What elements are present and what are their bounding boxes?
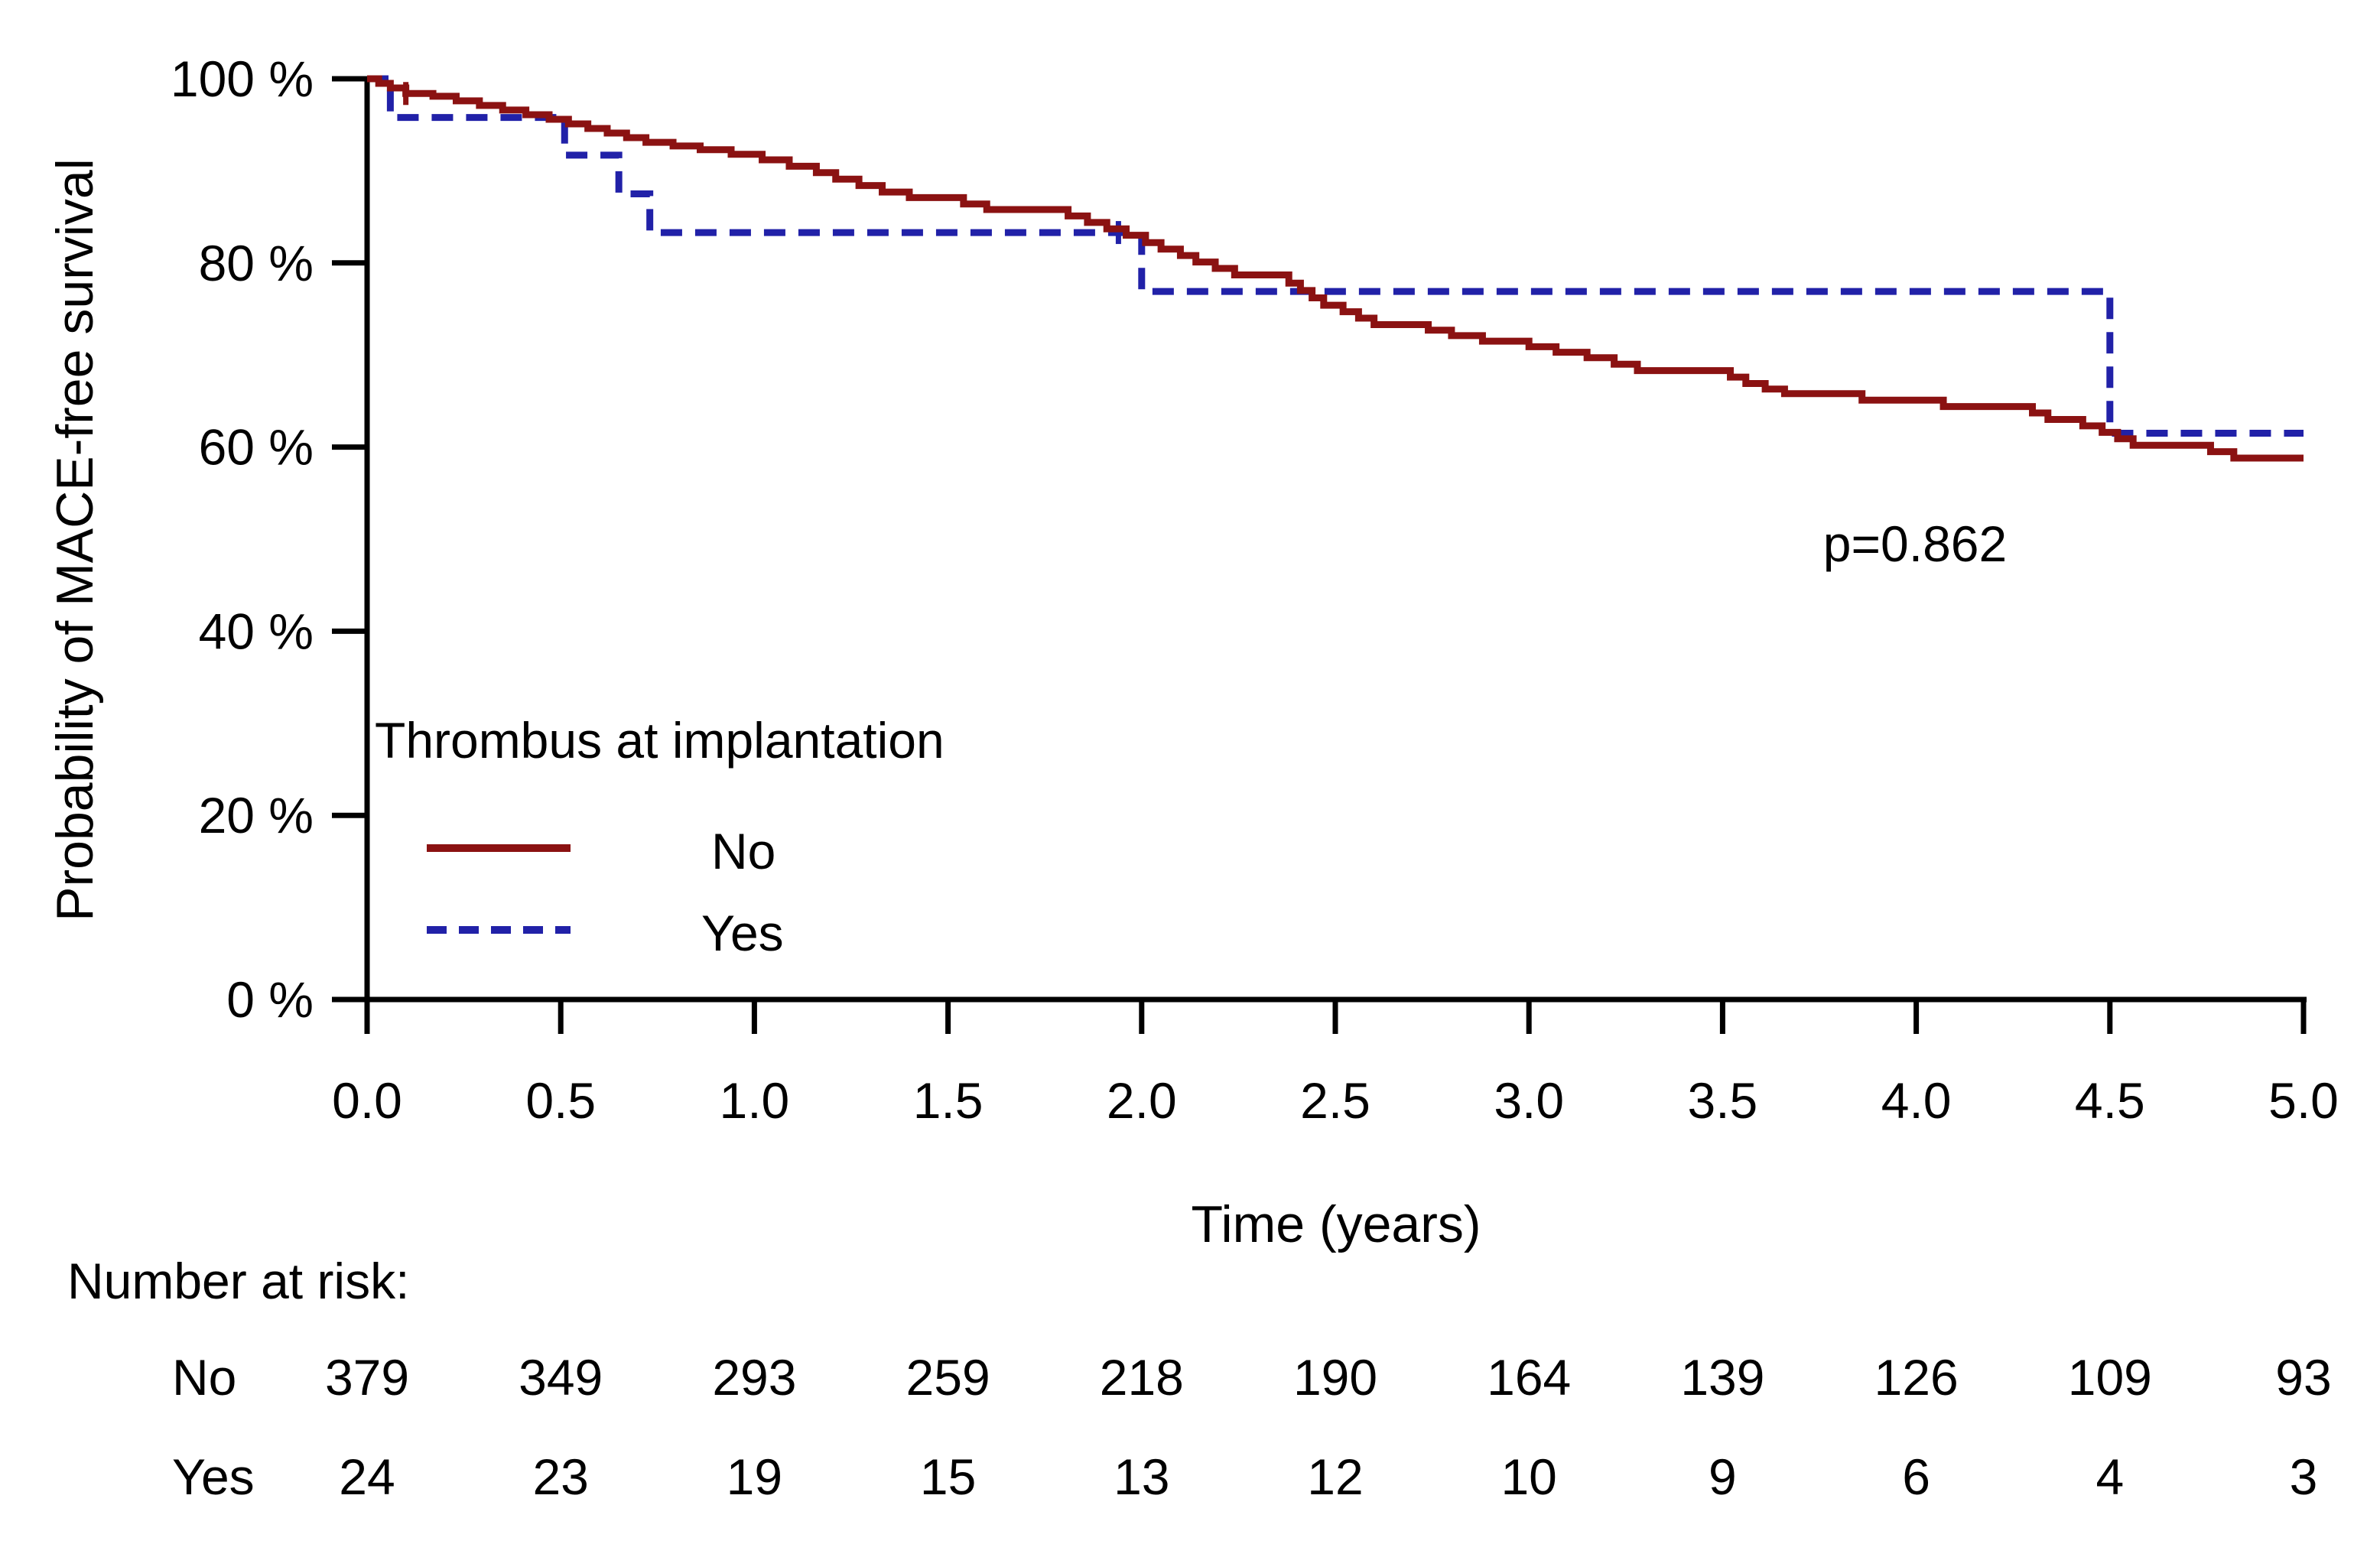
risk-count-no-1.5: 259 xyxy=(906,1349,990,1406)
risk-row-label-no: No xyxy=(172,1349,237,1406)
risk-count-yes-1.0: 19 xyxy=(726,1448,783,1505)
risk-count-no-0.0: 379 xyxy=(324,1349,410,1406)
x-tick-label-1.0: 1.0 xyxy=(720,1072,790,1129)
risk-count-yes-3.0: 10 xyxy=(1501,1448,1557,1505)
risk-count-yes-2.0: 13 xyxy=(1114,1448,1170,1505)
x-tick-label-0.5: 0.5 xyxy=(525,1072,596,1129)
risk-count-no-0.5: 349 xyxy=(519,1349,603,1406)
risk-table-header: Number at risk: xyxy=(67,1253,410,1309)
legend-title: Thrombus at implantation xyxy=(375,712,945,769)
risk-count-no-4.0: 126 xyxy=(1874,1349,1959,1406)
risk-count-yes-3.5: 9 xyxy=(1709,1448,1737,1505)
risk-count-no-2.0: 218 xyxy=(1099,1349,1184,1406)
y-tick-label-0: 0 % xyxy=(226,971,314,1028)
x-tick-label-0.0: 0.0 xyxy=(332,1072,402,1129)
x-tick-label-3.5: 3.5 xyxy=(1688,1072,1758,1129)
y-tick-label-60: 60 % xyxy=(199,419,314,476)
risk-count-no-3.5: 139 xyxy=(1680,1349,1765,1406)
risk-count-yes-4.5: 4 xyxy=(2096,1448,2125,1505)
risk-count-yes-0.0: 24 xyxy=(339,1448,395,1505)
survival-curve-yes xyxy=(367,75,2304,437)
risk-count-no-2.5: 190 xyxy=(1292,1349,1378,1406)
y-axis-title: Probability of MACE-free survival xyxy=(46,158,104,922)
survival-curve-no xyxy=(367,75,2304,462)
x-axis-title: Time (years) xyxy=(1191,1195,1481,1253)
x-tick-label-2.0: 2.0 xyxy=(1107,1072,1177,1129)
legend-label-yes: Yes xyxy=(701,905,784,961)
legend-dashed-line-swatch xyxy=(427,926,571,934)
y-tick-label-40: 40 % xyxy=(199,603,314,659)
risk-count-yes-2.5: 12 xyxy=(1307,1448,1364,1505)
legend-solid-line-swatch xyxy=(427,844,571,852)
risk-row-label-yes: Yes xyxy=(172,1448,255,1505)
risk-count-yes-4.0: 6 xyxy=(1902,1448,1930,1505)
x-tick-label-4.0: 4.0 xyxy=(1881,1072,1952,1129)
risk-count-yes-5.0: 3 xyxy=(2289,1448,2318,1505)
risk-count-no-4.5: 109 xyxy=(2067,1349,2152,1406)
x-tick-label-2.5: 2.5 xyxy=(1300,1072,1370,1129)
y-tick-label-20: 20 % xyxy=(199,787,314,844)
x-tick-label-3.0: 3.0 xyxy=(1494,1072,1564,1129)
risk-count-yes-0.5: 23 xyxy=(532,1448,589,1505)
risk-count-no-3.0: 164 xyxy=(1487,1349,1572,1406)
x-tick-label-4.5: 4.5 xyxy=(2075,1072,2145,1129)
y-tick-label-100: 100 % xyxy=(171,50,314,107)
legend-label-no: No xyxy=(711,823,776,879)
x-tick-label-1.5: 1.5 xyxy=(913,1072,984,1129)
p-value-annotation: p=0.862 xyxy=(1822,515,2008,572)
y-tick-label-80: 80 % xyxy=(199,235,314,291)
risk-count-yes-1.5: 15 xyxy=(919,1448,977,1505)
risk-count-no-5.0: 93 xyxy=(2275,1349,2332,1406)
x-tick-label-5.0: 5.0 xyxy=(2268,1072,2339,1129)
risk-count-no-1.0: 293 xyxy=(712,1349,797,1406)
